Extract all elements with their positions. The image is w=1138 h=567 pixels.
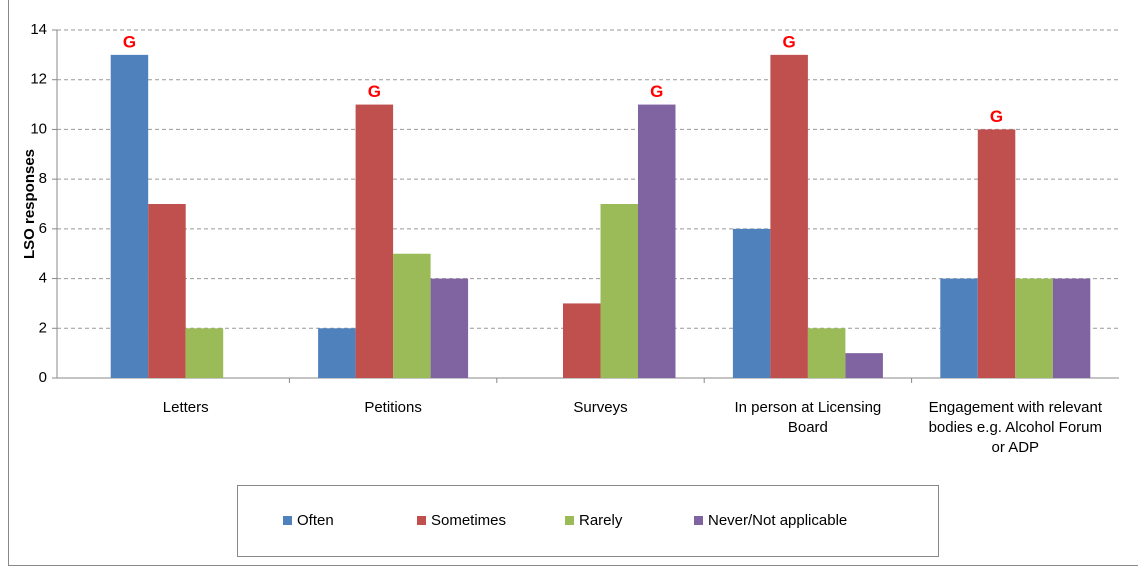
bar <box>318 328 356 378</box>
bar <box>940 278 978 378</box>
bar <box>148 204 186 378</box>
legend-swatch <box>283 516 292 525</box>
annotation: G <box>990 107 1003 126</box>
annotation: G <box>123 32 136 51</box>
y-tick-label: 12 <box>30 71 47 88</box>
x-tick-label: In person at Licensing Board <box>734 399 882 436</box>
x-tick-label: Petitions <box>364 399 422 416</box>
bar <box>110 54 149 378</box>
y-tick-label: 6 <box>39 220 47 237</box>
annotation: G <box>783 32 796 51</box>
annotation: G <box>368 82 381 101</box>
y-tick-label: 4 <box>39 270 47 287</box>
x-tick-label: Engagement with relevant bodies e.g. Alc… <box>928 399 1102 456</box>
legend-label: Sometimes <box>431 512 506 529</box>
bar <box>563 303 601 378</box>
y-axis-label: LSO responses <box>21 149 38 259</box>
y-tick-label: 2 <box>39 319 47 336</box>
y-tick-label: 0 <box>39 369 47 386</box>
bar <box>845 353 883 378</box>
bar <box>393 253 431 378</box>
y-tick-label: 10 <box>30 120 47 137</box>
bar <box>185 328 224 378</box>
chart-border <box>8 0 1138 566</box>
x-tick-label: Surveys <box>573 399 628 416</box>
bar <box>430 278 469 378</box>
bar <box>732 228 771 378</box>
bar <box>355 104 394 379</box>
bar <box>1052 278 1091 378</box>
legend-label: Often <box>297 512 334 529</box>
bar <box>600 204 638 378</box>
legend-box <box>237 485 939 557</box>
legend-swatch <box>694 516 703 525</box>
bar <box>770 54 808 378</box>
bar <box>1015 278 1053 378</box>
y-tick-label: 14 <box>30 21 47 38</box>
legend-label: Never/Not applicable <box>708 512 847 529</box>
annotation: G <box>650 82 663 101</box>
bar <box>977 129 1016 378</box>
bar <box>638 104 676 379</box>
legend-swatch <box>565 516 574 525</box>
bar <box>807 328 846 378</box>
legend-label: Rarely <box>579 512 623 529</box>
y-tick-label: 8 <box>39 170 47 187</box>
x-tick-label: Letters <box>162 399 209 416</box>
legend-swatch <box>417 516 426 525</box>
